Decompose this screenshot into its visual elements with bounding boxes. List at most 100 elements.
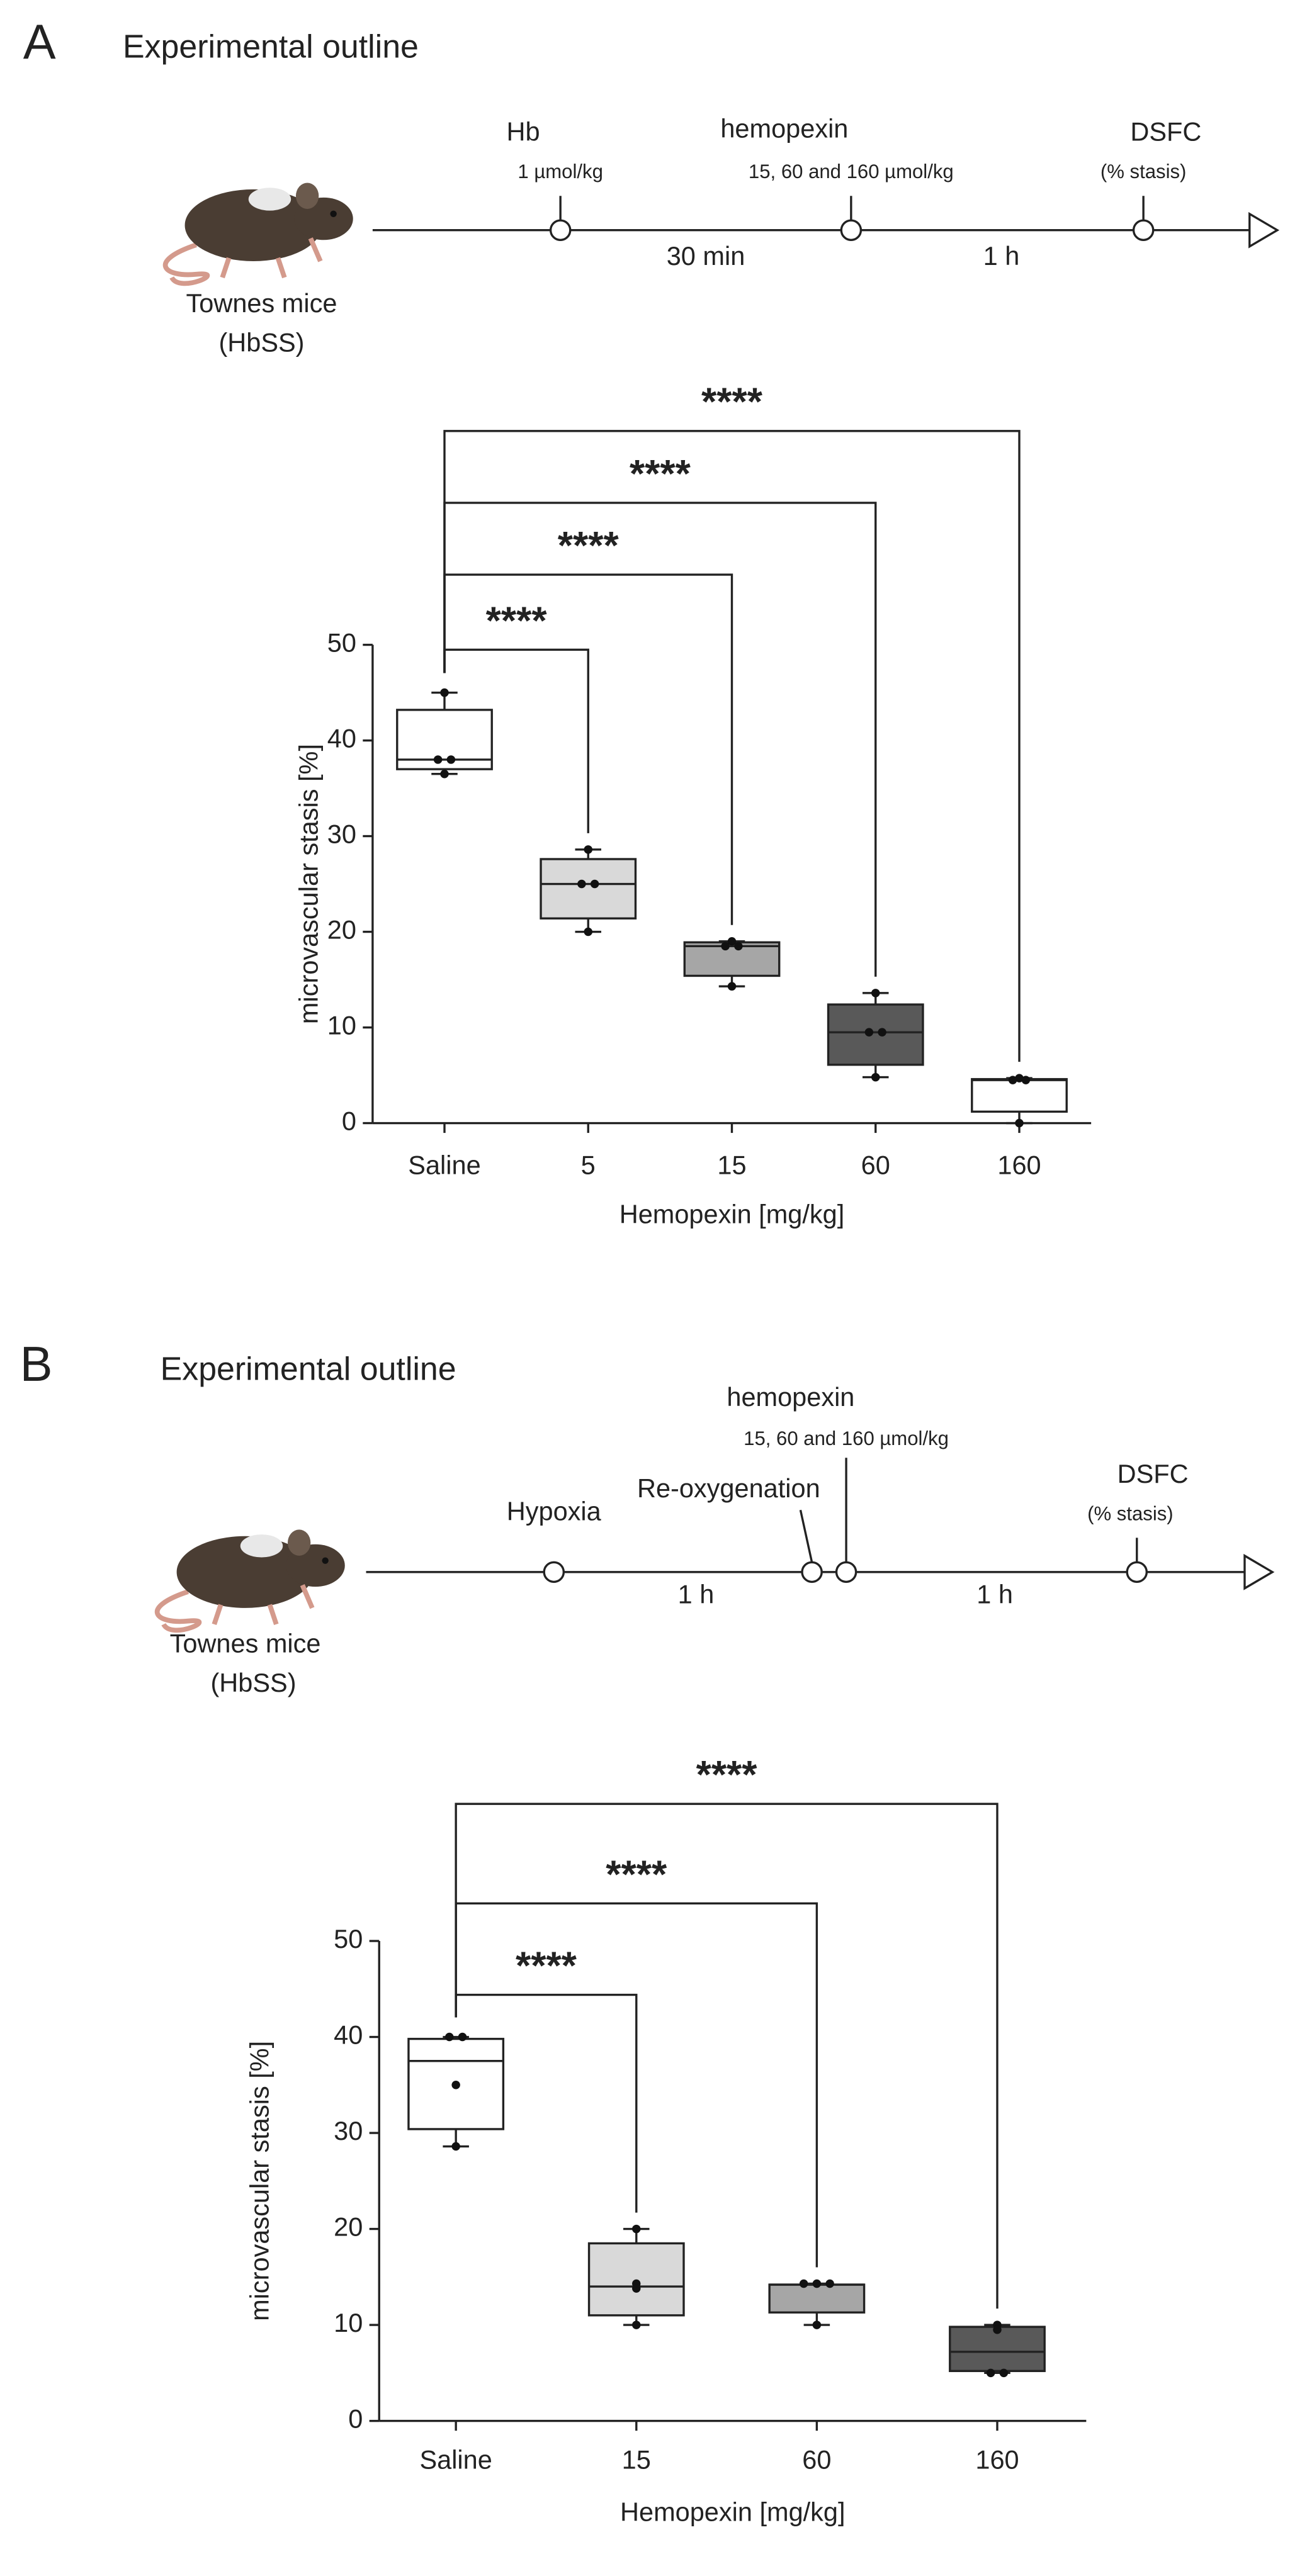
event-marker xyxy=(543,1561,565,1583)
data-point xyxy=(584,845,592,854)
x-tick-label: 60 xyxy=(802,2444,831,2474)
timeline-arrow xyxy=(1243,1553,1275,1590)
event-marker xyxy=(1126,1561,1148,1583)
mouse-icon xyxy=(157,1529,345,1630)
data-point xyxy=(590,879,599,889)
y-tick-label: 30 xyxy=(334,2116,363,2146)
data-point xyxy=(727,982,737,991)
data-point xyxy=(632,2284,641,2293)
significance-label: **** xyxy=(701,381,763,424)
y-tick-label: 20 xyxy=(334,2212,363,2242)
y-tick-label: 50 xyxy=(334,1924,363,1954)
significance-bracket xyxy=(443,430,1021,1062)
subject: (HbSS) xyxy=(218,327,304,357)
x-tick-label: 160 xyxy=(997,1150,1041,1180)
significance-label: **** xyxy=(516,1945,577,1988)
event-ticks xyxy=(559,196,1145,221)
box xyxy=(949,2326,1046,2372)
significance-label: **** xyxy=(630,453,691,496)
data-point xyxy=(999,2368,1009,2378)
data-point xyxy=(577,879,586,889)
data-point xyxy=(871,1072,880,1082)
x-tick-label: 160 xyxy=(975,2444,1019,2474)
y-tick-label: 40 xyxy=(327,724,356,753)
y-tick-label: 30 xyxy=(327,819,356,849)
data-point xyxy=(584,927,592,936)
x-axis-label: Hemopexin [mg/kg] xyxy=(620,1199,845,1229)
event-label: DSFC xyxy=(1130,117,1201,147)
data-point xyxy=(727,936,737,946)
event-label: hemopexin xyxy=(727,1382,854,1412)
x-tick-label: 5 xyxy=(581,1150,596,1180)
data-point xyxy=(799,2279,808,2288)
box xyxy=(683,941,781,977)
interval-label: 1 h xyxy=(976,1580,1013,1609)
box xyxy=(540,858,637,920)
event-marker xyxy=(835,1561,857,1583)
event-label: Hypoxia xyxy=(507,1496,602,1526)
x-tick-label: Saline xyxy=(408,1150,480,1180)
significance-label: **** xyxy=(486,599,548,643)
box xyxy=(768,2283,866,2314)
event-sublabel: 1 µmol/kg xyxy=(518,160,603,183)
y-tick-label: 10 xyxy=(334,2308,363,2337)
data-point xyxy=(1021,1076,1031,1084)
data-point xyxy=(458,2032,467,2042)
data-point xyxy=(734,942,743,951)
y-tick-label: 10 xyxy=(327,1011,356,1040)
interval-label: 1 h xyxy=(678,1580,715,1609)
y-axis-label: microvascular stasis [%] xyxy=(293,744,323,1024)
outline-title: Experimental outline xyxy=(123,28,419,65)
data-point xyxy=(871,989,880,998)
data-point xyxy=(446,755,456,764)
event-marker xyxy=(801,1561,823,1583)
data-point xyxy=(812,2320,822,2329)
timeline-arrow xyxy=(1248,211,1280,249)
panel-letter: B xyxy=(20,1337,53,1392)
data-point xyxy=(445,2032,454,2042)
event-label: Re-oxygenation xyxy=(637,1473,820,1503)
data-point xyxy=(440,769,449,779)
data-point xyxy=(825,2279,834,2288)
data-point xyxy=(993,2325,1002,2334)
interval-label: 30 min xyxy=(667,241,745,271)
data-point xyxy=(721,942,730,951)
y-tick-label: 20 xyxy=(327,915,356,945)
data-point xyxy=(864,1028,874,1037)
subject: Townes mice xyxy=(186,288,337,318)
y-axis-label: microvascular stasis [%] xyxy=(244,2041,274,2321)
event-label: Hb xyxy=(507,117,540,147)
event-sublabel: (% stasis) xyxy=(1087,1502,1174,1524)
subject: Townes mice xyxy=(170,1629,321,1658)
outline-title: Experimental outline xyxy=(161,1350,456,1386)
subject: (HbSS) xyxy=(210,1668,296,1697)
data-point xyxy=(433,755,443,764)
y-tick-label: 50 xyxy=(327,628,356,658)
x-tick-label: 15 xyxy=(717,1150,746,1180)
data-point xyxy=(1015,1074,1024,1083)
x-axis-label: Hemopexin [mg/kg] xyxy=(620,2497,846,2526)
y-tick-label: 40 xyxy=(334,2020,363,2049)
x-tick-label: 60 xyxy=(861,1150,890,1180)
data-point xyxy=(986,2368,995,2378)
box xyxy=(587,2242,685,2317)
data-point xyxy=(632,2224,641,2234)
data-point xyxy=(440,688,449,697)
box xyxy=(971,1077,1068,1113)
panel-letter: A xyxy=(23,15,56,69)
significance-bracket xyxy=(455,1803,999,2309)
x-tick-label: 15 xyxy=(622,2444,651,2474)
y-tick-label: 0 xyxy=(348,2404,363,2434)
event-label: hemopexin xyxy=(720,113,848,143)
data-point xyxy=(812,2279,822,2288)
significance-label: **** xyxy=(696,1753,758,1797)
data-point xyxy=(451,2081,460,2089)
interval-label: 1 h xyxy=(983,241,1020,271)
significance-label: **** xyxy=(558,524,620,568)
mouse-icon xyxy=(166,183,353,284)
significance-label: **** xyxy=(606,1853,667,1896)
y-tick-label: 0 xyxy=(342,1106,356,1135)
event-sublabel: 15, 60 and 160 µmol/kg xyxy=(749,160,954,183)
